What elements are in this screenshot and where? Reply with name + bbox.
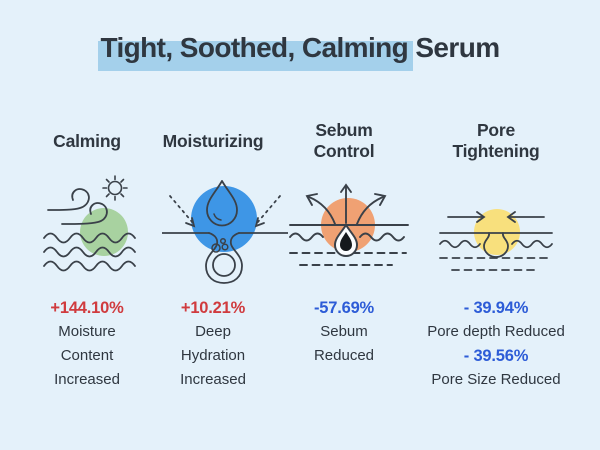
pore-linework xyxy=(439,211,553,271)
stat-value: - 39.56% xyxy=(463,347,529,365)
sebum-release-icon xyxy=(281,164,409,286)
header-line: Calming xyxy=(53,130,121,151)
stat-value: +144.10% xyxy=(50,299,124,317)
title-highlighted-part: Tight, Soothed, Calming xyxy=(97,31,414,71)
pore-icon-svg xyxy=(439,209,553,271)
stats-block: - 39.94% Pore depth Reduced - 39.56% Por… xyxy=(413,286,579,392)
stat-label: Increased xyxy=(180,371,246,388)
inward-arrows-icon xyxy=(447,211,545,223)
sun-icon xyxy=(102,175,128,201)
water-drop-absorption-icon xyxy=(150,164,288,286)
absorb-arrow-icon xyxy=(169,195,281,228)
column-sebum-control: Sebum Control xyxy=(281,118,409,368)
dashed-layer-lines xyxy=(289,252,407,266)
sebum-icon-svg xyxy=(289,183,409,266)
column-header: Sebum Control xyxy=(281,118,407,164)
moisturizing-linework xyxy=(162,180,288,284)
water-droplet-icon xyxy=(206,180,238,227)
column-header: Calming xyxy=(24,118,150,164)
stat-label: Increased xyxy=(54,371,120,388)
accent-circle xyxy=(80,208,128,256)
page-title: Tight, Soothed, Calming Serum xyxy=(0,31,600,71)
stats-block: +10.21% Deep Hydration Increased xyxy=(150,286,276,392)
column-pore-tightening: Pore Tightening xyxy=(413,118,579,392)
accent-circle xyxy=(191,186,257,252)
wavy-dermis-line xyxy=(289,232,405,242)
column-header: Moisturizing xyxy=(150,118,276,164)
pore-outline-icon xyxy=(205,232,243,284)
title-rest-text: Serum xyxy=(408,32,500,63)
sebum-linework xyxy=(289,183,409,266)
column-moisturizing: Moisturizing xyxy=(150,118,288,392)
column-calming: Calming xyxy=(24,118,150,392)
dashed-layer-lines xyxy=(439,257,553,271)
header-line: Sebum xyxy=(315,120,373,140)
wind-swirls-icon xyxy=(47,188,108,225)
column-header: Pore Tightening xyxy=(413,118,579,164)
stat-label: Pore depth Reduced xyxy=(427,323,565,340)
sebum-droplet-core xyxy=(340,232,352,251)
stat-value: - 39.94% xyxy=(463,299,529,317)
wavy-dermis-line xyxy=(439,239,553,249)
calming-icon-svg xyxy=(43,175,136,272)
stat-label: Pore Size Reduced xyxy=(431,371,561,388)
header-line: Control xyxy=(313,141,375,161)
pore-droplet-outline xyxy=(483,232,509,258)
stat-label: Hydration xyxy=(180,347,246,364)
stat-label: Sebum xyxy=(320,323,368,340)
title-highlight-bar xyxy=(97,41,414,71)
stats-block: +144.10% Moisture Content Increased xyxy=(24,286,150,392)
stat-value: +10.21% xyxy=(180,299,246,317)
wave-lines-icon xyxy=(43,232,136,272)
stats-block: -57.69% Sebum Reduced xyxy=(281,286,407,368)
stat-label: Deep xyxy=(195,323,231,340)
title-highlighted-text: Tight, Soothed, Calming xyxy=(100,32,409,63)
stat-value: -57.69% xyxy=(313,299,375,317)
calming-linework xyxy=(43,175,136,272)
moisturizing-icon-svg xyxy=(162,180,288,284)
header-line: Pore xyxy=(476,120,516,140)
stat-label: Content xyxy=(60,347,114,364)
accent-circle xyxy=(474,209,520,255)
pore-tightening-icon xyxy=(413,164,579,286)
release-arrows-icon xyxy=(305,183,387,225)
stat-label: Moisture xyxy=(58,323,116,340)
sun-wind-waves-icon xyxy=(24,164,150,286)
stat-label: Reduced xyxy=(313,347,375,364)
header-line: Moisturizing xyxy=(162,130,264,151)
header-line: Tightening xyxy=(452,141,540,161)
